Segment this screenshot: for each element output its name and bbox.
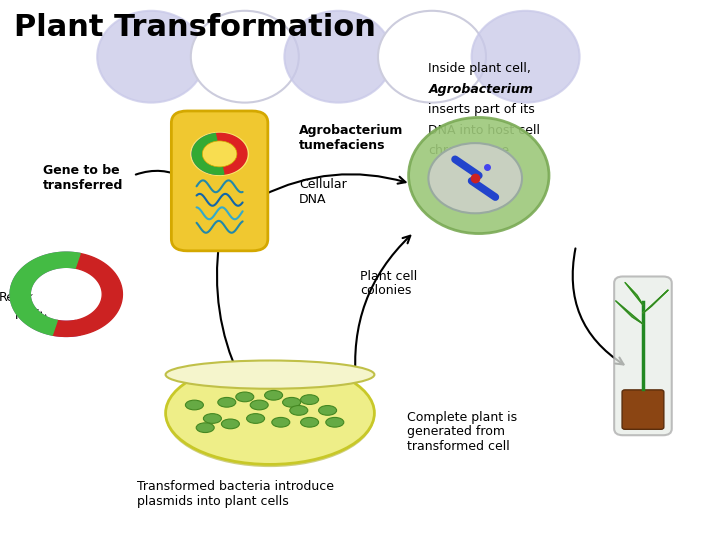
- FancyBboxPatch shape: [614, 276, 672, 435]
- Ellipse shape: [283, 397, 301, 407]
- Circle shape: [202, 141, 237, 167]
- Ellipse shape: [284, 11, 392, 103]
- Polygon shape: [625, 282, 643, 305]
- Circle shape: [190, 132, 249, 176]
- Text: Recombinant
plasmid: Recombinant plasmid: [0, 291, 81, 319]
- Ellipse shape: [289, 406, 308, 415]
- Text: Complete plant is
generated from
transformed cell: Complete plant is generated from transfo…: [407, 410, 517, 454]
- Ellipse shape: [325, 417, 344, 427]
- Text: Plant Transformation: Plant Transformation: [14, 14, 377, 43]
- Ellipse shape: [166, 364, 374, 467]
- Text: Agrobacterium: Agrobacterium: [428, 83, 534, 96]
- Ellipse shape: [191, 11, 299, 103]
- Polygon shape: [53, 253, 122, 336]
- Ellipse shape: [97, 11, 205, 103]
- Text: chromosome: chromosome: [428, 144, 510, 157]
- FancyBboxPatch shape: [171, 111, 268, 251]
- Ellipse shape: [301, 417, 319, 427]
- Text: Agrobacterium
tumefaciens: Agrobacterium tumefaciens: [299, 124, 403, 152]
- Text: Plant cell
colonies: Plant cell colonies: [360, 269, 418, 298]
- Ellipse shape: [196, 423, 215, 433]
- Ellipse shape: [218, 397, 236, 407]
- Ellipse shape: [166, 361, 374, 389]
- Ellipse shape: [246, 414, 265, 423]
- FancyBboxPatch shape: [622, 390, 664, 429]
- Ellipse shape: [222, 419, 239, 429]
- Ellipse shape: [166, 362, 374, 464]
- Ellipse shape: [203, 414, 222, 423]
- Polygon shape: [643, 290, 668, 313]
- Ellipse shape: [428, 143, 522, 213]
- Polygon shape: [215, 133, 247, 174]
- Polygon shape: [616, 301, 643, 324]
- Ellipse shape: [236, 392, 254, 402]
- Ellipse shape: [301, 395, 319, 404]
- Polygon shape: [10, 252, 80, 336]
- Polygon shape: [10, 252, 80, 335]
- Ellipse shape: [319, 406, 337, 415]
- Ellipse shape: [251, 400, 268, 410]
- Ellipse shape: [265, 390, 283, 400]
- Circle shape: [202, 141, 237, 167]
- Ellipse shape: [409, 117, 549, 233]
- Text: DNA into host cell: DNA into host cell: [428, 124, 541, 137]
- Circle shape: [32, 269, 100, 320]
- Ellipse shape: [378, 11, 486, 103]
- Text: Transformed bacteria introduce
plasmids into plant cells: Transformed bacteria introduce plasmids …: [137, 480, 334, 508]
- Ellipse shape: [272, 417, 289, 427]
- Ellipse shape: [472, 11, 580, 103]
- Polygon shape: [192, 133, 224, 174]
- Text: Gene to be
transferred: Gene to be transferred: [43, 164, 124, 192]
- Text: Inside plant cell,: Inside plant cell,: [428, 62, 531, 75]
- Ellipse shape: [186, 400, 204, 410]
- Text: Cellular
DNA: Cellular DNA: [299, 178, 346, 206]
- Polygon shape: [192, 133, 217, 174]
- Text: inserts part of its: inserts part of its: [428, 103, 535, 116]
